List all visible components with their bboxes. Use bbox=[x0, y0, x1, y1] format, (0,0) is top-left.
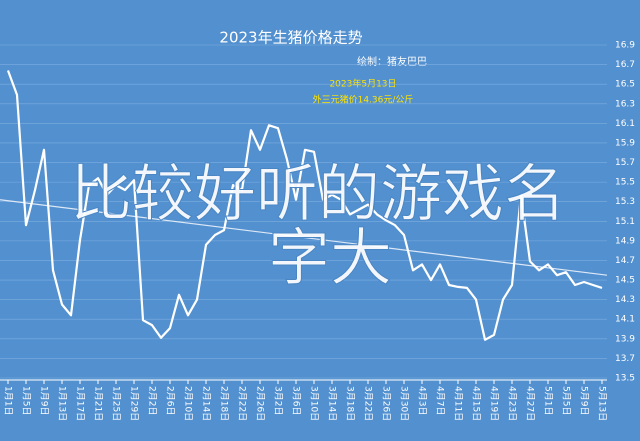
y-tick-label: 13.9 bbox=[615, 334, 635, 344]
x-tick-label: 4月23日 bbox=[507, 386, 518, 421]
x-tick-label: 3月2日 bbox=[273, 386, 284, 415]
y-tick-label: 16.7 bbox=[615, 60, 635, 70]
y-tick-label: 15.5 bbox=[615, 178, 635, 188]
x-tick-label: 4月11日 bbox=[453, 386, 464, 421]
x-tick-label: 1月21日 bbox=[93, 386, 104, 421]
y-tick-label: 15.7 bbox=[615, 158, 635, 168]
x-tick-label: 2月14日 bbox=[201, 386, 212, 421]
x-tick-label: 3月26日 bbox=[381, 386, 392, 421]
x-tick-label: 1月9日 bbox=[39, 386, 50, 415]
x-tick-label: 5月1日 bbox=[543, 386, 554, 415]
trend-line bbox=[0, 199, 608, 276]
y-tick-label: 16.9 bbox=[615, 41, 635, 51]
y-tick-label: 16.3 bbox=[615, 99, 635, 109]
overlay-text: 比较好听的游戏名 bbox=[70, 157, 566, 230]
y-tick-label: 14.9 bbox=[615, 236, 635, 246]
x-tick-label: 4月3日 bbox=[417, 386, 428, 415]
y-tick-label: 16.1 bbox=[615, 119, 635, 129]
x-tick-label: 1月25日 bbox=[111, 386, 122, 421]
x-tick-label: 2月2日 bbox=[147, 386, 158, 415]
x-tick-label: 2月6日 bbox=[165, 386, 176, 415]
y-tick-label: 14.7 bbox=[615, 256, 635, 266]
x-tick-label: 1月1日 bbox=[3, 386, 14, 415]
x-tick-label: 3月22日 bbox=[363, 386, 374, 421]
x-tick-label: 2月22日 bbox=[237, 386, 248, 421]
x-tick-label: 3月30日 bbox=[399, 386, 410, 421]
x-tick-label: 1月5日 bbox=[21, 386, 32, 415]
x-tick-label: 3月18日 bbox=[345, 386, 356, 421]
annotation: 外三元猪价14.36元/公斤 bbox=[313, 94, 414, 106]
x-tick-label: 4月7日 bbox=[435, 386, 446, 415]
chart-title: 2023年生猪价格走势 bbox=[219, 29, 362, 47]
x-tick-label: 1月13日 bbox=[57, 386, 68, 421]
x-tick-label: 5月5日 bbox=[561, 386, 572, 415]
x-tick-label: 2月26日 bbox=[255, 386, 266, 421]
x-tick-label: 3月6日 bbox=[291, 386, 302, 415]
y-tick-label: 14.5 bbox=[615, 276, 635, 286]
x-tick-label: 5月9日 bbox=[579, 386, 590, 415]
x-tick-label: 4月27日 bbox=[525, 386, 536, 421]
x-tick-label: 5月13日 bbox=[597, 386, 608, 421]
y-tick-label: 15.9 bbox=[615, 138, 635, 148]
y-tick-label: 15.3 bbox=[615, 197, 635, 207]
x-tick-label: 1月29日 bbox=[129, 386, 140, 421]
y-tick-label: 16.5 bbox=[615, 80, 635, 90]
x-tick-label: 1月17日 bbox=[75, 386, 86, 421]
y-tick-label: 14.3 bbox=[615, 295, 635, 305]
y-tick-label: 15.1 bbox=[615, 217, 635, 227]
y-tick-label: 14.1 bbox=[615, 315, 635, 325]
x-tick-label: 4月19日 bbox=[489, 386, 500, 421]
x-tick-label: 2月18日 bbox=[219, 386, 230, 421]
y-tick-label: 13.5 bbox=[615, 374, 635, 384]
x-tick-label: 2月10日 bbox=[183, 386, 194, 421]
x-tick-label: 3月14日 bbox=[327, 386, 338, 421]
y-tick-label: 13.7 bbox=[615, 354, 635, 364]
overlay-text: 字大 bbox=[268, 221, 392, 294]
x-tick-label: 4月15日 bbox=[471, 386, 482, 421]
price-line bbox=[6, 70, 603, 341]
x-tick-label: 3月10日 bbox=[309, 386, 320, 421]
annotation: 2023年5月13日 bbox=[329, 78, 396, 90]
chart-subtitle: 绘制：猪友巴巴 bbox=[357, 55, 427, 68]
